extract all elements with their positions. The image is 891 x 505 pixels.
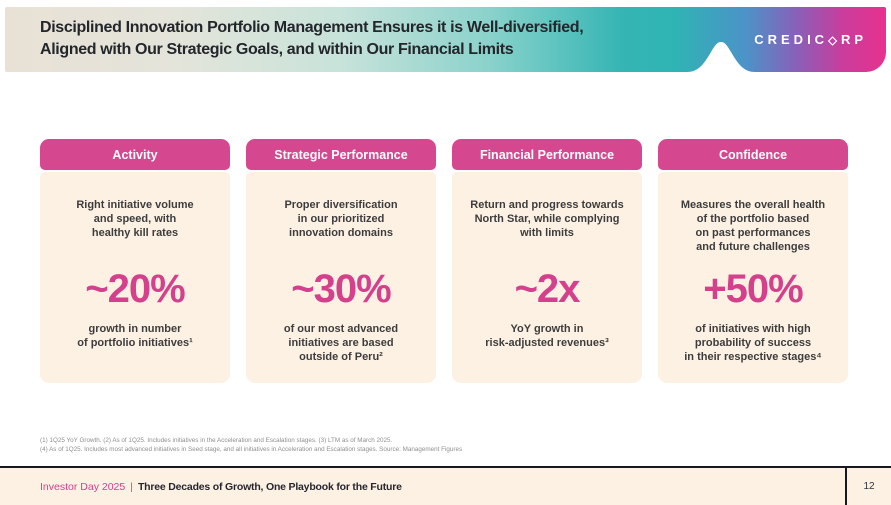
slide-title: Disciplined Innovation Portfolio Managem…	[40, 19, 584, 58]
card-body: Measures the overall health of the portf…	[658, 172, 848, 383]
card-confidence: Confidence Measures the overall health o…	[658, 139, 848, 383]
footer-tagline: Three Decades of Growth, One Playbook fo…	[137, 480, 402, 493]
card-description: Proper diversification in our prioritize…	[284, 199, 398, 239]
card-description: Return and progress towards North Star, …	[470, 199, 624, 239]
card-header: Activity	[40, 139, 230, 170]
card-detail: of our most advanced initiatives are bas…	[283, 323, 399, 363]
card-metric: ~20%	[85, 267, 185, 311]
card-financial-performance: Financial Performance Return and progres…	[452, 139, 642, 383]
card-detail: growth in number of portfolio initiative…	[77, 323, 193, 349]
card-body: Proper diversification in our prioritize…	[246, 172, 436, 383]
card-detail: of initiatives with high probability of …	[684, 323, 822, 363]
footer-separator: |	[130, 480, 133, 493]
card-description: Measures the overall health of the portf…	[680, 199, 826, 253]
header-band: Disciplined Innovation Portfolio Managem…	[5, 7, 886, 72]
card-metric: ~30%	[291, 267, 391, 311]
footnote-line-2: (4) As of 1Q25. Includes most advanced i…	[40, 446, 463, 454]
page-number: 12	[845, 466, 891, 505]
footer-event-name: Investor Day 2025	[40, 480, 126, 493]
card-header: Confidence	[658, 139, 848, 170]
mountain-icon	[687, 42, 755, 72]
card-body: Return and progress towards North Star, …	[452, 172, 642, 383]
card-detail: YoY growth in risk-adjusted revenues³	[485, 323, 609, 349]
footnote-line-1: (1) 1Q25 YoY Growth. (2) As of 1Q25. Inc…	[40, 437, 393, 444]
footer-text: Investor Day 2025 | Three Decades of Growt…	[40, 481, 402, 493]
card-activity: Activity Right initiative volume and spe…	[40, 139, 230, 383]
diamond-icon: ◇	[828, 35, 841, 47]
footnotes: (1) 1Q25 YoY Growth. (2) As of 1Q25. Inc…	[40, 436, 462, 455]
logo-text-left: CREDIC	[754, 32, 829, 47]
card-body: Right initiative volume and speed, with …	[40, 172, 230, 383]
card-metric: ~2x	[514, 267, 581, 311]
card-strategic-performance: Strategic Performance Proper diversifica…	[246, 139, 436, 383]
credicorp-logo: CREDIC◇RP	[754, 32, 867, 47]
card-header: Strategic Performance	[246, 139, 436, 170]
card-metric: +50%	[703, 267, 803, 311]
footer-bar: Investor Day 2025 | Three Decades of Growt…	[0, 466, 891, 505]
logo-text-right: RP	[840, 32, 867, 47]
metrics-row: Activity Right initiative volume and spe…	[40, 139, 848, 383]
card-header: Financial Performance	[452, 139, 642, 170]
card-description: Right initiative volume and speed, with …	[76, 199, 194, 239]
